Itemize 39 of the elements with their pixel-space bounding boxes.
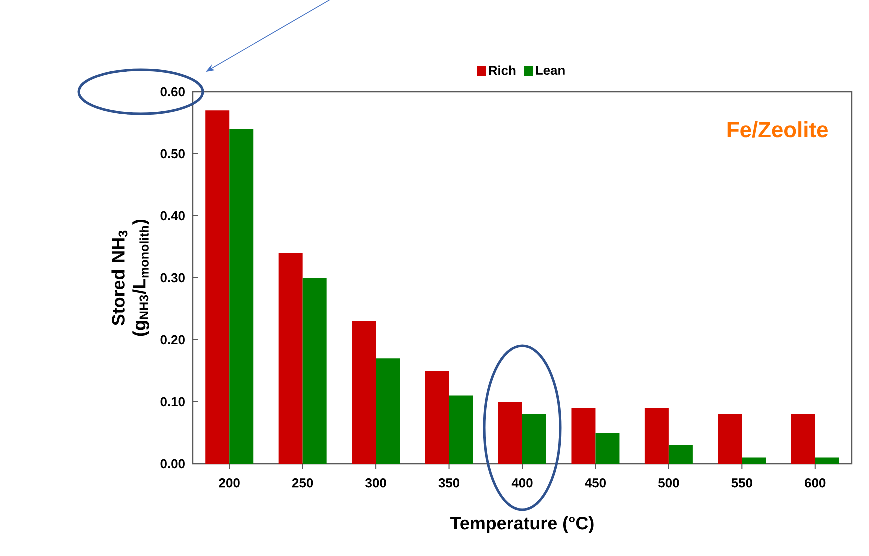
bar: [498, 402, 522, 464]
y-tick-label: 0.10: [160, 397, 185, 407]
bar: [815, 458, 840, 464]
legend-label: Rich: [489, 66, 516, 76]
x-tick-label: 400: [512, 478, 533, 488]
legend-label: Lean: [536, 66, 565, 76]
x-tick-label: 250: [292, 478, 314, 488]
x-tick-label: 550: [732, 478, 752, 488]
text: Stored NH$_{3}$ (g$_{NH3}$/L$_{monolith}$): [112, 220, 150, 336]
x-axis-title: Temperature (°C): [450, 516, 594, 534]
bar: [668, 445, 693, 464]
bar: [572, 408, 596, 464]
x-tick-label: 350: [438, 478, 460, 488]
y-tick-label: 0.60: [160, 87, 185, 97]
x-tick-label: 450: [585, 478, 606, 488]
bar: [278, 253, 303, 464]
x-tick-label: 600: [805, 478, 826, 488]
bar: [425, 371, 450, 464]
bar: [644, 408, 669, 464]
bar: [522, 414, 546, 464]
x-tick-label: 500: [658, 478, 680, 488]
bar: [206, 110, 230, 464]
x-tick-label: 300: [366, 478, 386, 488]
bar: [742, 458, 766, 464]
y-tick-label: 0.00: [160, 459, 185, 469]
bar: [791, 414, 816, 464]
bar: [449, 396, 474, 464]
bar: [352, 321, 376, 464]
bar: [718, 414, 742, 464]
bar: [230, 129, 254, 464]
bar: [596, 433, 620, 464]
y-tick-label: 0.40: [160, 211, 185, 221]
bar: [302, 278, 327, 464]
y-tick-label: 0.30: [160, 273, 185, 283]
y-tick-label: 0.20: [160, 335, 185, 345]
annotation: Fe/Zeolite: [728, 122, 828, 138]
bar: [376, 358, 400, 464]
y-tick-label: 0.50: [160, 149, 185, 159]
x-tick-label: 200: [219, 478, 240, 488]
